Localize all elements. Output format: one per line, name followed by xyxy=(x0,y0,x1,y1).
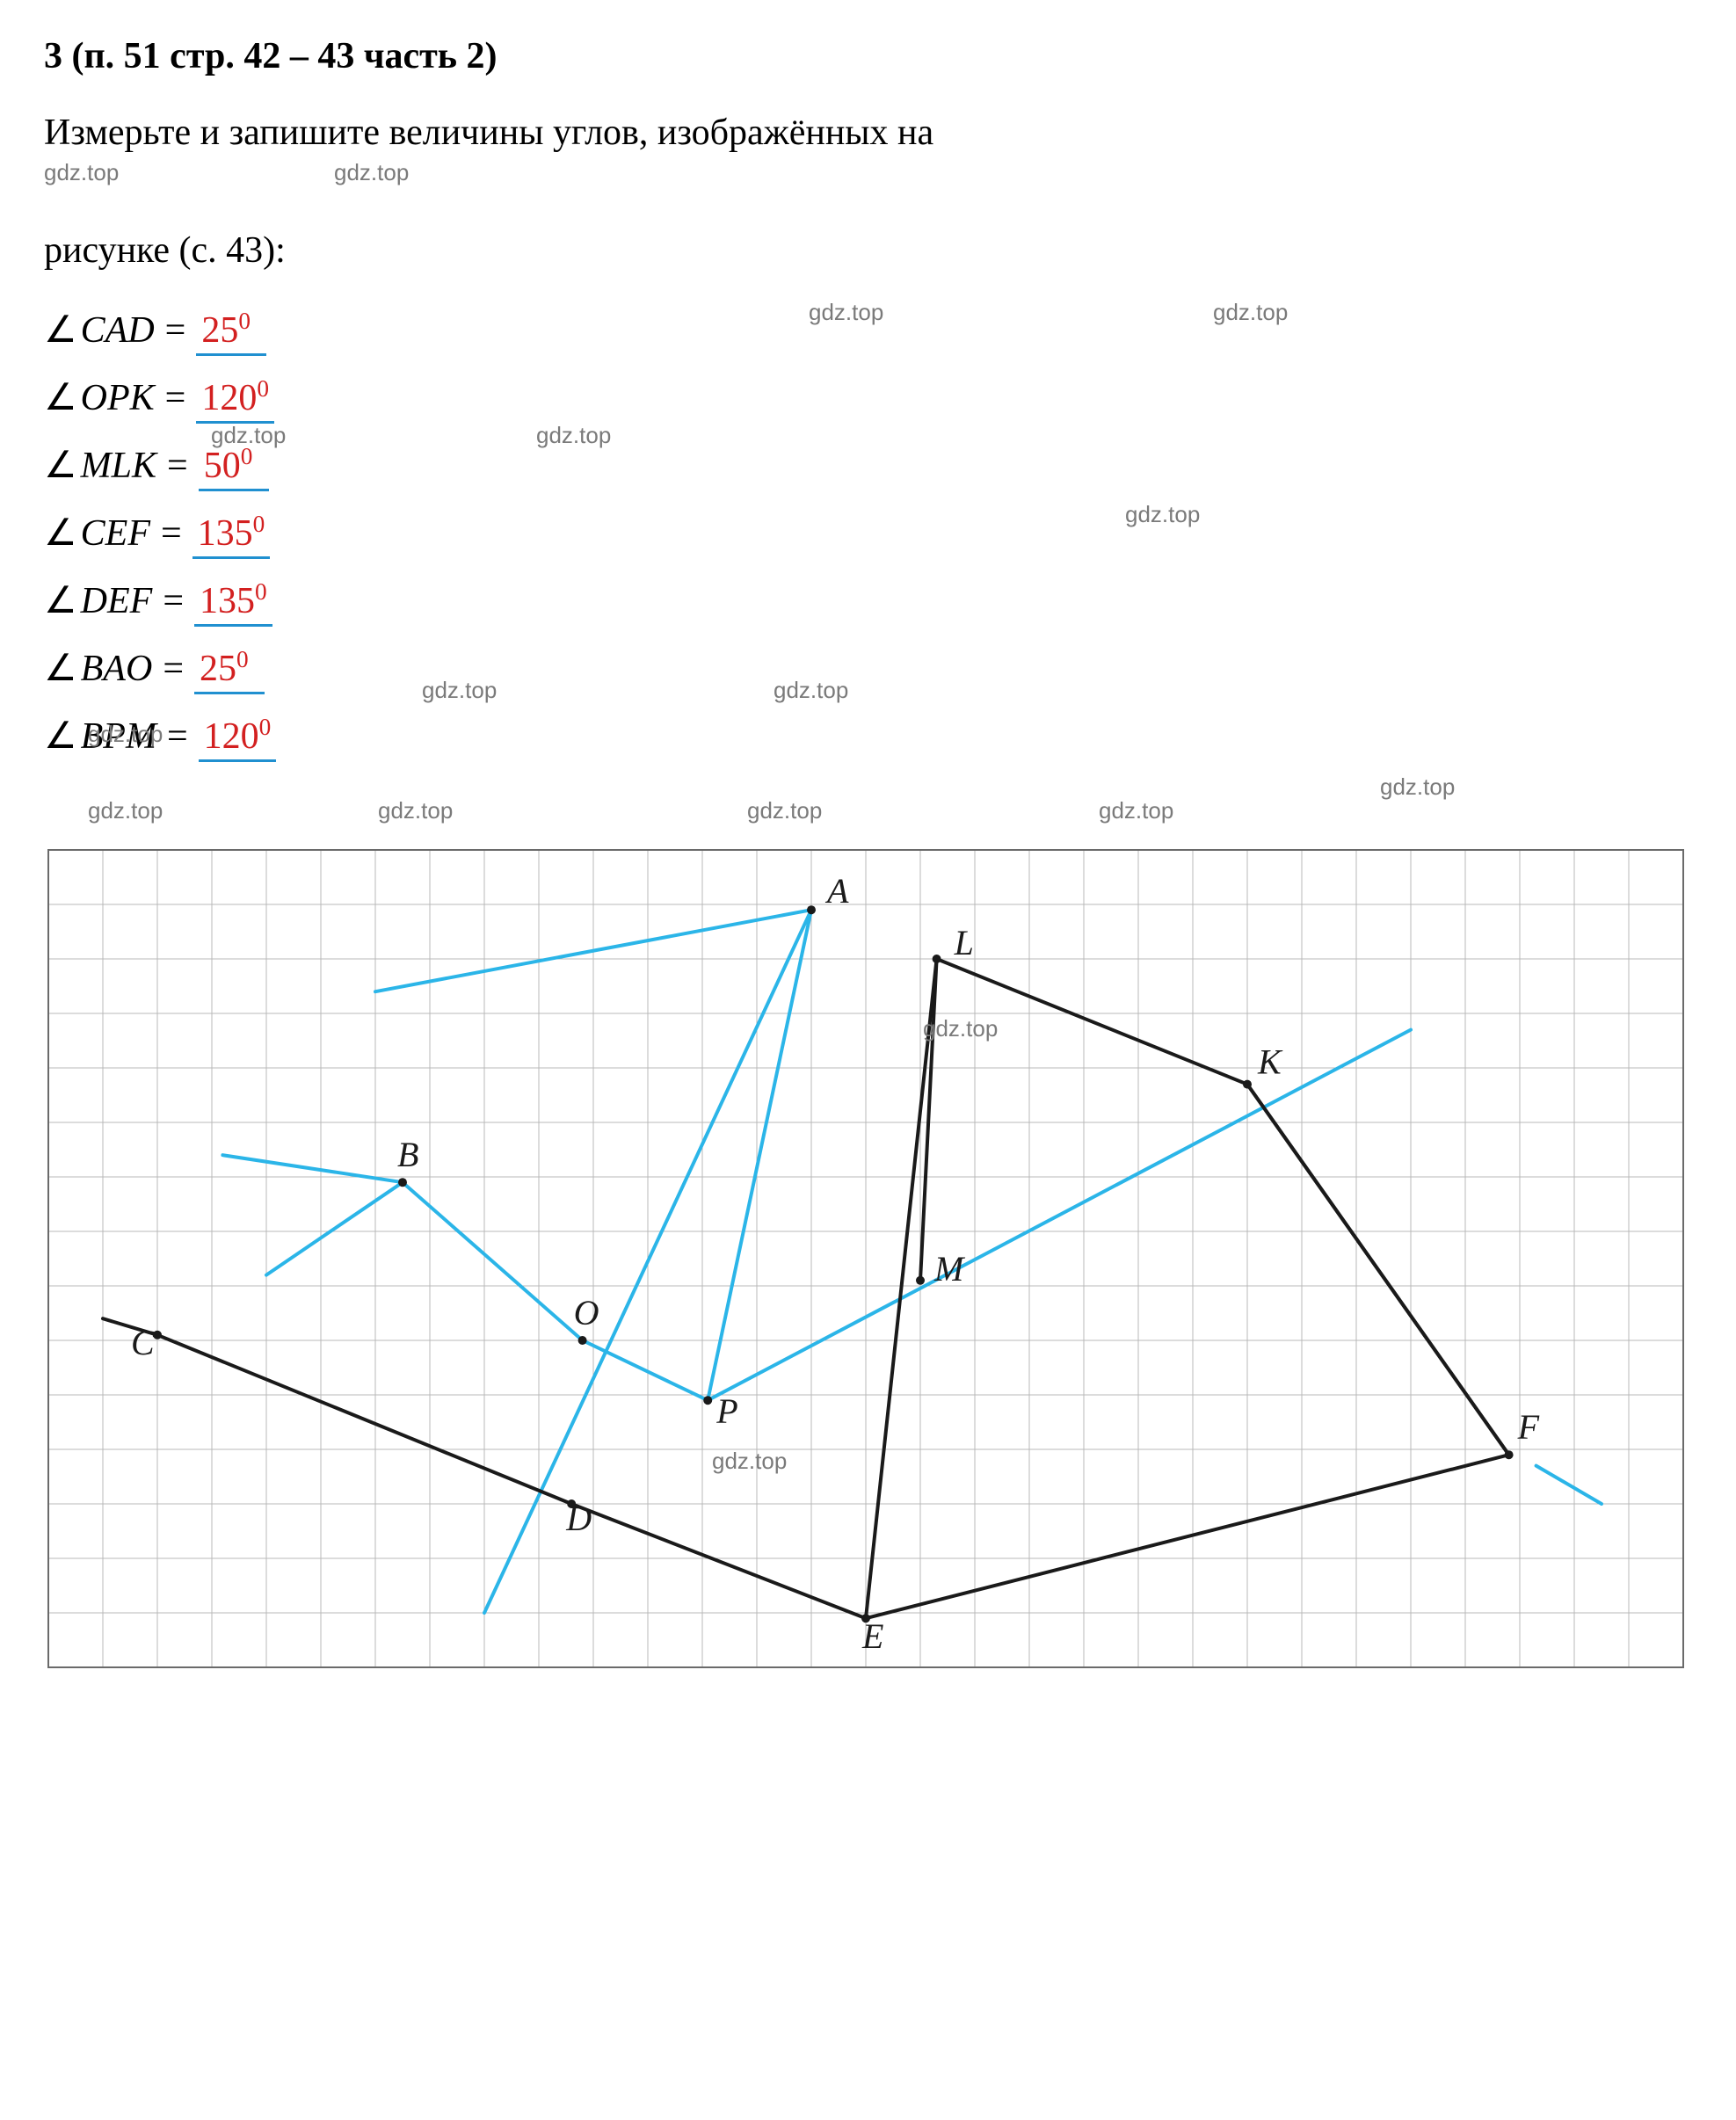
svg-text:M: M xyxy=(933,1248,966,1288)
svg-text:F: F xyxy=(1517,1407,1540,1447)
angle-symbol: ∠ xyxy=(44,578,77,622)
watermark: gdz.top xyxy=(1099,797,1173,824)
watermark: gdz.top xyxy=(88,797,163,824)
watermark: gdz.top xyxy=(88,721,163,748)
watermark: gdz.top xyxy=(536,422,611,449)
angle-row: ∠BAO=250 xyxy=(44,646,1692,694)
geometry-diagram: A L K B M C O P D F E xyxy=(44,797,1688,1703)
svg-text:O: O xyxy=(574,1293,599,1332)
watermark: gdz.top xyxy=(923,1015,998,1042)
equals-sign: = xyxy=(167,445,188,487)
angle-name: DEF xyxy=(81,580,153,622)
diagram-container: gdz.top gdz.top gdz.top gdz.top gdz.top gdz.t… xyxy=(44,797,1692,1703)
svg-text:C: C xyxy=(131,1322,156,1361)
angle-name: CEF xyxy=(81,512,150,555)
angle-row: ∠OPK=1200 xyxy=(44,375,1692,424)
svg-text:A: A xyxy=(824,871,849,911)
angle-value: 1200 xyxy=(196,375,274,424)
angle-value: 1350 xyxy=(192,511,271,559)
angle-value: 250 xyxy=(196,308,266,356)
angle-row: ∠CEF =1350 xyxy=(44,511,1692,559)
angle-symbol: ∠ xyxy=(44,646,77,690)
equals-sign: = xyxy=(165,309,186,352)
svg-text:P: P xyxy=(715,1391,737,1431)
svg-text:L: L xyxy=(954,923,974,962)
watermark: gdz.top xyxy=(809,299,883,326)
watermark: gdz.top xyxy=(1125,501,1200,528)
svg-text:E: E xyxy=(861,1616,883,1656)
angle-symbol: ∠ xyxy=(44,375,77,419)
angle-symbol: ∠ xyxy=(44,511,77,555)
angle-symbol: ∠ xyxy=(44,443,77,487)
equals-sign: = xyxy=(163,580,184,622)
angle-name: CAD xyxy=(81,309,155,352)
angle-value: 1350 xyxy=(194,578,272,627)
watermark: gdz.top xyxy=(378,797,453,824)
angle-name: BAO xyxy=(81,648,153,690)
watermark: gdz.top xyxy=(1213,299,1288,326)
watermark: gdz.top xyxy=(712,1448,787,1475)
instruction-text: Измерьте и запишите величины углов, изоб… xyxy=(44,104,1692,281)
watermark: gdz.top xyxy=(44,155,119,192)
instruction-line2: рисунке (с. 43): xyxy=(44,230,286,271)
watermark: gdz.top xyxy=(422,677,497,704)
problem-header: 3 (п. 51 стр. 42 – 43 часть 2) xyxy=(44,35,1692,77)
angle-row: ∠MLK = 500 xyxy=(44,443,1692,491)
equals-sign: = xyxy=(165,377,186,419)
angle-value: 1200 xyxy=(199,714,277,762)
svg-text:K: K xyxy=(1257,1042,1283,1081)
svg-text:D: D xyxy=(565,1499,592,1538)
watermark: gdz.top xyxy=(211,422,286,449)
angle-list: gdz.top gdz.top gdz.top gdz.top gdz.top gdz.t… xyxy=(44,308,1692,762)
equals-sign: = xyxy=(163,648,184,690)
watermark: gdz.top xyxy=(334,155,409,192)
angle-symbol: ∠ xyxy=(44,308,77,352)
equals-sign: = xyxy=(161,512,182,555)
angle-value: 500 xyxy=(199,443,269,491)
svg-text:B: B xyxy=(397,1135,418,1174)
angle-row: ∠BPM=1200 xyxy=(44,714,1692,762)
angle-row: ∠DEF=1350 xyxy=(44,578,1692,627)
angle-name: MLK xyxy=(81,445,156,487)
angle-name: OPK xyxy=(81,377,155,419)
watermark: gdz.top xyxy=(747,797,822,824)
equals-sign: = xyxy=(167,715,188,758)
angle-symbol: ∠ xyxy=(44,714,77,758)
angle-value: 250 xyxy=(194,646,265,694)
instruction-line1: Измерьте и запишите величины углов, изоб… xyxy=(44,113,933,153)
watermark: gdz.top xyxy=(774,677,848,704)
